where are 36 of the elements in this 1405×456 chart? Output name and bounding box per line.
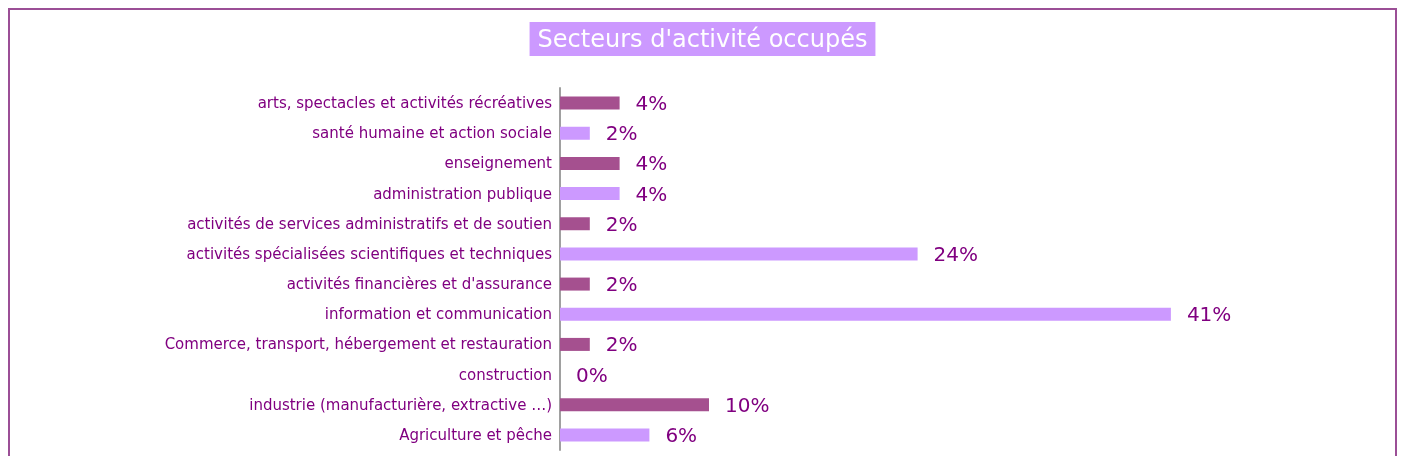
bar (560, 217, 590, 231)
data-label: 2% (605, 332, 638, 357)
y-tick-label: administration publique (373, 184, 552, 203)
y-tick-label: construction (458, 365, 552, 384)
bar (560, 126, 590, 140)
data-label: 4% (635, 91, 668, 116)
data-label: 0% (576, 362, 608, 387)
y-tick-label: activités de services administratifs et de soutien (187, 214, 552, 233)
bar (560, 398, 709, 412)
bar (560, 156, 620, 170)
data-label: 4% (635, 151, 668, 176)
bar (560, 337, 590, 351)
data-label: 41% (1186, 302, 1232, 327)
y-tick-label: industrie (manufacturière, extractive …) (249, 395, 552, 414)
data-label: 2% (605, 211, 638, 236)
bar (560, 277, 590, 291)
bar (560, 307, 1171, 321)
y-tick-label: arts, spectacles et activités récréatives (257, 94, 553, 113)
data-label: 6% (665, 422, 698, 447)
chart-title: Secteurs d'activité occupés (537, 25, 868, 53)
bar (560, 247, 918, 261)
data-label: 4% (635, 181, 668, 206)
bar (560, 187, 620, 201)
y-tick-label: Agriculture et pêche (399, 425, 552, 444)
data-label: 10% (725, 392, 770, 417)
bar (560, 428, 650, 442)
y-tick-label: santé humaine et action sociale (312, 124, 552, 143)
bar (560, 96, 620, 110)
y-tick-label: activités financières et d'assurance (286, 275, 552, 294)
data-label: 24% (933, 241, 979, 266)
data-label: 2% (605, 121, 638, 146)
y-tick-label: activités spécialisées scientifiques et techniques (186, 244, 553, 263)
y-tick-label: Commerce, transport, hébergement et restauration (164, 335, 552, 354)
y-tick-label: information et communication (324, 305, 552, 324)
y-tick-label: enseignement (444, 154, 553, 173)
data-label: 2% (605, 272, 638, 297)
